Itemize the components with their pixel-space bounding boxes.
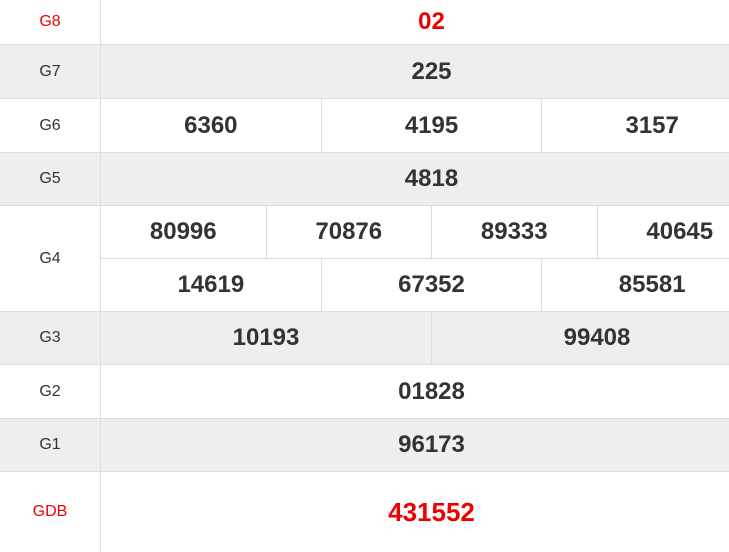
prize-label: G4: [0, 206, 101, 311]
prize-number: 70876: [266, 206, 432, 258]
prize-number: 10193: [101, 312, 431, 364]
prize-number: 431552: [101, 472, 729, 552]
prize-row-g4: G4 80996 70876 89333 40645 14619 67352 8…: [0, 206, 729, 312]
prize-row-g5: G5 4818: [0, 153, 729, 206]
prize-row-g8: G8 02: [0, 0, 729, 45]
prize-number: 80996: [101, 206, 266, 258]
prize-row-g6: G6 6360 4195 3157: [0, 99, 729, 153]
prize-label: GDB: [0, 472, 101, 552]
prize-number: 02: [101, 0, 729, 44]
prize-label: G8: [0, 0, 101, 44]
prize-label: G3: [0, 312, 101, 364]
prize-number: 85581: [541, 259, 729, 311]
prize-label: G2: [0, 365, 101, 418]
prize-label: G6: [0, 99, 101, 152]
prize-number: 40645: [597, 206, 729, 258]
prize-label: G7: [0, 45, 101, 98]
prize-number: 99408: [431, 312, 729, 364]
prize-number: 01828: [101, 365, 729, 418]
prize-row-g1: G1 96173: [0, 419, 729, 472]
prize-number: 4818: [101, 153, 729, 205]
prize-number: 14619: [101, 259, 321, 311]
prize-number: 89333: [431, 206, 597, 258]
prize-number: 4195: [321, 99, 542, 152]
prize-label: G5: [0, 153, 101, 205]
prize-label: G1: [0, 419, 101, 471]
prize-row-g2: G2 01828: [0, 365, 729, 419]
prize-number: 6360: [101, 99, 321, 152]
prize-number: 96173: [101, 419, 729, 471]
prize-row-g7: G7 225: [0, 45, 729, 99]
prize-number: 225: [101, 45, 729, 98]
prize-row-g3: G3 10193 99408: [0, 312, 729, 365]
prize-number: 67352: [321, 259, 542, 311]
prize-number: 3157: [541, 99, 729, 152]
prize-row-gdb: GDB 431552: [0, 472, 729, 552]
